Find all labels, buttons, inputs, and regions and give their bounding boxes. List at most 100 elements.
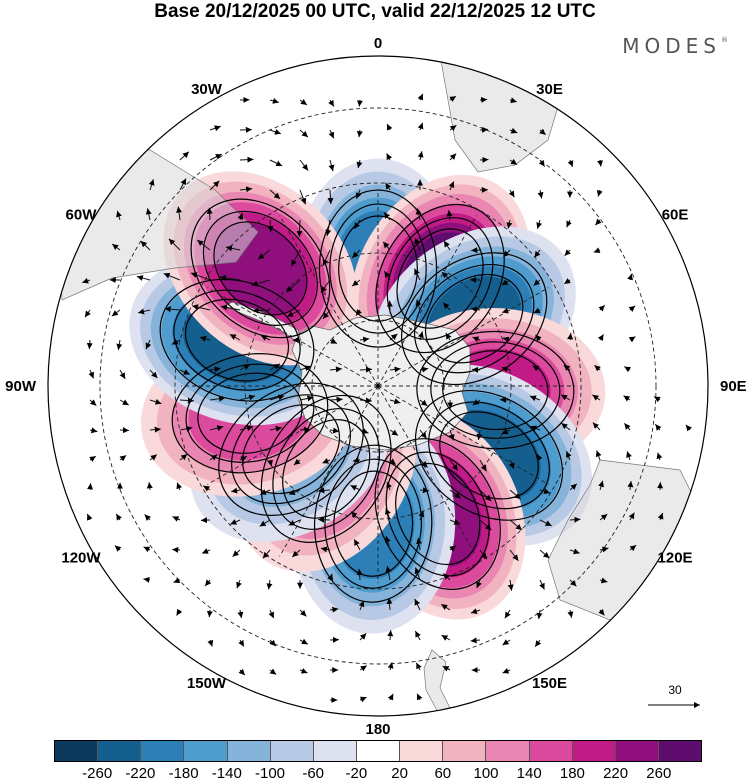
wind-vector [594,364,601,372]
wind-vector [448,181,455,191]
wind-vector [203,485,211,492]
wind-vector [382,241,391,251]
colorbar-swatch [184,741,228,761]
wind-vector [565,450,572,461]
wind-vector [172,516,181,522]
meridian-line [377,385,549,485]
longitude-label: 150E [532,675,567,692]
wind-vector [329,606,339,613]
wind-vector [146,482,153,491]
wind-vector [209,454,218,461]
wind-vector [114,545,122,552]
wind-vector [86,513,93,521]
wind-vector [206,609,213,618]
wind-vector [386,597,393,611]
wind-vector [239,363,251,371]
wind-vector [288,519,301,526]
wind-vector [440,603,451,611]
wind-vector [415,662,422,671]
wind-vector [416,693,423,701]
wind-vector [196,239,211,251]
wind-vector [359,633,367,641]
wind-vector [502,249,511,258]
wind-vector [416,537,422,551]
wind-vector [111,309,121,317]
colorbar-swatch [141,741,185,761]
contour-set-6 [313,444,433,603]
height-contour [430,341,561,439]
wind-vector [252,307,271,314]
height-contour [442,350,549,431]
wind-vector [179,369,190,375]
wind-vector [389,333,398,341]
wind-vector [598,480,604,491]
wind-vector [251,279,271,287]
wind-vector [509,519,523,531]
wind-vector [449,124,457,132]
wind-vector [389,458,397,465]
wind-vector [318,487,331,494]
wind-vector [179,397,194,404]
wind-vector [116,339,123,351]
wind-vector [359,696,367,703]
wind-vector [389,366,401,373]
meridian-line [207,385,379,485]
wind-vector [509,127,518,134]
colorbar-tick-label: -220 [125,765,156,782]
wind-vector [502,336,511,343]
wind-vector [322,309,331,320]
wind-vector [238,639,245,647]
wind-vector [266,579,273,590]
height-contour [385,451,490,577]
wind-vector [501,279,511,286]
height-contour [184,298,290,382]
wind-vector [356,159,363,169]
wind-vector [269,425,282,432]
reference-vector-label: 30 [668,683,682,697]
wind-vector [209,180,220,191]
wind-vector [569,548,580,555]
wind-vector [627,273,634,281]
wind-vector [449,459,459,471]
wind-vector [207,639,214,647]
wind-vector [534,639,542,648]
wind-vector [230,519,241,525]
height-contour [171,353,329,474]
longitude-label: 180 [365,721,390,738]
wind-vector [508,459,515,470]
wind-vector [149,426,161,433]
colorbar-tick-label: -260 [82,765,113,782]
wind-vector [415,299,422,311]
wind-vector [163,272,181,281]
wind-vector [329,427,340,434]
wind-vector [351,249,361,259]
wind-vector [449,545,457,552]
latitude-circle-30s [99,107,657,665]
wind-vector [353,539,361,551]
wind-vector [598,304,606,312]
meridian-line [279,385,379,557]
wind-vector [449,153,457,161]
wind-vector [529,395,541,402]
wind-vector [269,129,282,135]
wind-vector [628,336,636,343]
colorbar-swatch [443,741,487,761]
wind-vector [592,422,601,431]
meridian-line [377,287,549,387]
wind-vector [479,549,488,560]
height-contour [202,210,318,326]
colorbar-tick-label: 100 [473,765,499,782]
height-contour [313,444,433,603]
wind-vector [350,511,361,521]
wind-vector [414,630,421,641]
wind-vector [626,451,632,461]
wind-vector [137,308,151,315]
wind-vector [538,159,546,167]
wind-vector [539,488,551,495]
wind-vector [383,212,391,221]
wind-vector [327,189,334,205]
wind-vector [539,579,545,590]
wind-vector [442,665,451,672]
wind-vector [479,156,489,163]
wind-vector [384,270,391,281]
